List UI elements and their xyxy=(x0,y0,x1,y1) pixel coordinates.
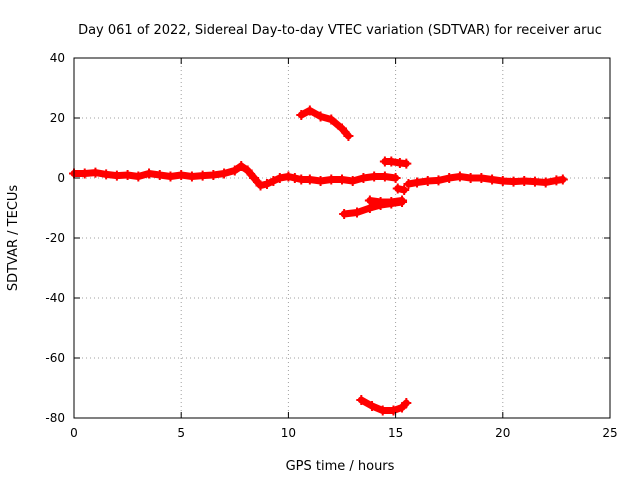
series-layer xyxy=(69,105,568,416)
data-point xyxy=(519,176,530,186)
data-point xyxy=(289,173,300,183)
y-tick-label: 40 xyxy=(50,51,65,65)
data-point xyxy=(339,209,350,219)
data-point xyxy=(208,170,219,180)
data-point xyxy=(377,405,388,416)
data-point xyxy=(352,207,363,218)
x-tick-label: 15 xyxy=(388,426,403,440)
data-point xyxy=(337,174,347,185)
data-point xyxy=(101,169,112,180)
data-point xyxy=(176,170,187,180)
data-point xyxy=(337,123,347,134)
data-point xyxy=(296,110,307,120)
data-point xyxy=(186,171,197,182)
data-point xyxy=(375,197,386,207)
data-point xyxy=(386,156,397,167)
data-point xyxy=(347,176,358,186)
chart-title: Day 061 of 2022, Sidereal Day-to-day VTE… xyxy=(78,23,602,38)
data-point xyxy=(397,195,408,206)
data-point xyxy=(379,171,390,182)
data-point xyxy=(326,174,337,185)
data-point xyxy=(315,176,326,186)
data-point xyxy=(401,158,412,169)
data-point xyxy=(433,175,444,186)
data-point xyxy=(390,173,401,183)
data-point xyxy=(476,173,487,183)
data-point xyxy=(122,170,133,180)
series-late-trace xyxy=(405,173,567,188)
y-tick-label: 0 xyxy=(57,171,65,185)
y-tick-label: -40 xyxy=(45,291,65,305)
x-tick-label: 20 xyxy=(495,426,510,440)
data-point xyxy=(268,176,279,186)
data-point xyxy=(133,171,144,182)
data-point xyxy=(79,168,90,179)
data-point xyxy=(444,173,455,183)
x-tick-label: 5 xyxy=(177,426,185,440)
data-point xyxy=(296,174,307,185)
data-point xyxy=(283,171,294,182)
data-point xyxy=(165,171,176,182)
data-point xyxy=(111,170,122,181)
x-tick-label: 25 xyxy=(602,426,617,440)
data-point xyxy=(358,173,369,183)
data-point xyxy=(364,195,375,206)
x-axis-label: GPS time / hours xyxy=(286,459,395,474)
data-point xyxy=(236,161,247,171)
y-tick-label: -20 xyxy=(45,231,65,245)
data-point xyxy=(386,197,397,207)
tick-layer: 0 5 10 15 20 25 -80 -60 -40 -20 0 20 40 xyxy=(45,51,617,440)
data-point xyxy=(274,173,285,183)
data-point xyxy=(540,177,551,188)
data-point xyxy=(465,173,476,183)
data-point xyxy=(369,171,380,182)
data-point xyxy=(197,170,208,181)
data-point xyxy=(403,179,414,189)
y-axis-label: SDTVAR / TECUs xyxy=(6,185,21,292)
data-point xyxy=(304,105,315,116)
x-tick-label: 0 xyxy=(70,426,78,440)
data-point xyxy=(219,168,230,179)
data-point xyxy=(261,179,272,189)
data-point xyxy=(412,177,423,188)
data-point xyxy=(487,174,498,185)
y-tick-label: -60 xyxy=(45,351,65,365)
data-point xyxy=(326,114,337,125)
data-point xyxy=(422,176,433,186)
grid-layer xyxy=(74,58,610,418)
data-point xyxy=(249,173,260,183)
data-point xyxy=(315,111,326,122)
data-point xyxy=(90,167,101,178)
data-point xyxy=(557,174,568,185)
data-point xyxy=(255,180,266,191)
data-point xyxy=(343,131,354,141)
x-tick-label: 10 xyxy=(281,426,296,440)
data-point xyxy=(229,165,240,176)
series-lower-mid xyxy=(366,197,406,206)
data-point xyxy=(388,405,399,416)
y-tick-label: -80 xyxy=(45,411,65,425)
data-point xyxy=(401,398,412,408)
data-point xyxy=(529,176,540,187)
data-point xyxy=(367,401,378,411)
data-point xyxy=(144,168,155,179)
data-point xyxy=(392,183,403,194)
data-point xyxy=(399,185,410,195)
data-point xyxy=(497,176,508,186)
data-point xyxy=(304,174,315,185)
data-point xyxy=(242,165,253,176)
data-point xyxy=(454,171,465,182)
data-point xyxy=(154,170,165,180)
y-tick-label: 20 xyxy=(50,111,65,125)
data-point xyxy=(508,176,519,187)
data-point xyxy=(356,395,367,405)
